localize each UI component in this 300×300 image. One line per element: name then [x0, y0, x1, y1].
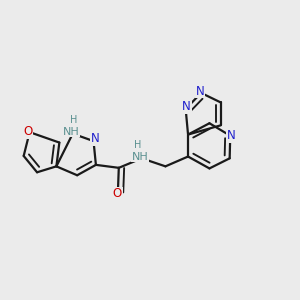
Text: N: N — [91, 132, 99, 145]
Text: NH: NH — [132, 152, 148, 161]
Text: H: H — [134, 140, 142, 150]
Text: H: H — [70, 115, 78, 125]
Text: O: O — [113, 188, 122, 200]
Text: N: N — [227, 129, 236, 142]
Text: O: O — [23, 125, 33, 138]
Text: N: N — [182, 100, 191, 113]
Text: NH: NH — [63, 127, 79, 136]
Text: N: N — [196, 85, 204, 98]
